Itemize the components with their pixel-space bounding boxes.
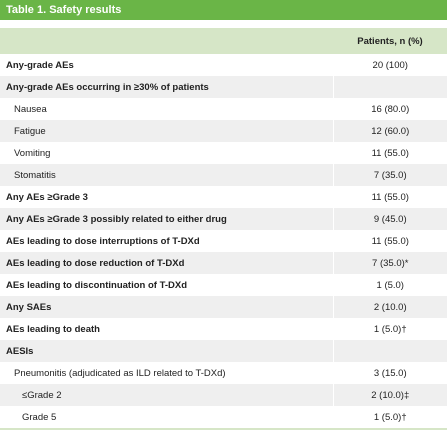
table-row: Any AEs ≥Grade 3 11 (55.0) (0, 186, 447, 208)
row-label: AEs leading to death (0, 318, 333, 340)
row-value: 2 (10.0) (332, 296, 447, 318)
row-label: ≤Grade 2 (0, 384, 333, 406)
row-value: 12 (60.0) (332, 120, 447, 142)
table-title: Table 1. Safety results (0, 0, 447, 22)
row-value: 1 (5.0) (332, 274, 447, 296)
row-label: AEs leading to discontinuation of T-DXd (0, 274, 333, 296)
row-label: Grade 5 (0, 406, 333, 428)
row-value: 11 (55.0) (332, 230, 447, 252)
row-label: AEs leading to dose reduction of T-DXd (0, 252, 333, 274)
table-row: Vomiting 11 (55.0) (0, 142, 447, 164)
row-value: 1 (5.0)† (332, 318, 447, 340)
row-label: Vomiting (0, 142, 333, 164)
row-value: 7 (35.0) (332, 164, 447, 186)
row-label: AEs leading to dose interruptions of T-D… (0, 230, 333, 252)
table-row: AEs leading to discontinuation of T-DXd 1… (0, 274, 447, 296)
row-value (332, 76, 447, 98)
row-label: Any AEs ≥Grade 3 possibly related to eit… (0, 208, 333, 230)
row-value: 1 (5.0)† (332, 406, 447, 428)
table-row: Stomatitis 7 (35.0) (0, 164, 447, 186)
row-label: Any AEs ≥Grade 3 (0, 186, 333, 208)
safety-results-table: Patients, n (%) Any-grade AEs 20 (100) Any… (0, 28, 447, 428)
row-label: Any-grade AEs occurring in ≥30% of patie… (0, 76, 333, 98)
row-value: 11 (55.0) (332, 142, 447, 164)
row-label: Pneumonitis (adjudicated as ILD related … (0, 362, 333, 384)
table-row: AEs leading to death 1 (5.0)† (0, 318, 447, 340)
table-row: Any SAEs 2 (10.0) (0, 296, 447, 318)
row-value: 2 (10.0)‡ (332, 384, 447, 406)
row-value: 9 (45.0) (332, 208, 447, 230)
row-value: 7 (35.0)* (332, 252, 447, 274)
table-row: Pneumonitis (adjudicated as ILD related … (0, 362, 447, 384)
row-label: Any-grade AEs (0, 54, 333, 76)
row-label: Any SAEs (0, 296, 333, 318)
table-header-row: Patients, n (%) (0, 28, 447, 54)
table-row: Any AEs ≥Grade 3 possibly related to eit… (0, 208, 447, 230)
table-body: Any-grade AEs 20 (100) Any-grade AEs occur… (0, 54, 447, 428)
table-row: Fatigue 12 (60.0) (0, 120, 447, 142)
row-value (332, 340, 447, 362)
table-row: Any-grade AEs 20 (100) (0, 54, 447, 76)
table-row: Any-grade AEs occurring in ≥30% of patie… (0, 76, 447, 98)
row-label: AESIs (0, 340, 333, 362)
header-patients: Patients, n (%) (333, 28, 447, 54)
row-label: Fatigue (0, 120, 333, 142)
table-row: Nausea 16 (80.0) (0, 98, 447, 120)
table-row: AEs leading to dose interruptions of T-D… (0, 230, 447, 252)
row-value: 11 (55.0) (332, 186, 447, 208)
header-blank-cell (0, 28, 333, 54)
row-value: 3 (15.0) (332, 362, 447, 384)
row-value: 20 (100) (332, 54, 447, 76)
table-row: AEs leading to dose reduction of T-DXd 7 … (0, 252, 447, 274)
row-label: Stomatitis (0, 164, 333, 186)
row-label: Nausea (0, 98, 333, 120)
table-bottom-rule (0, 428, 447, 430)
row-value: 16 (80.0) (332, 98, 447, 120)
title-spacer (0, 22, 447, 28)
table-row: AESIs (0, 340, 447, 362)
